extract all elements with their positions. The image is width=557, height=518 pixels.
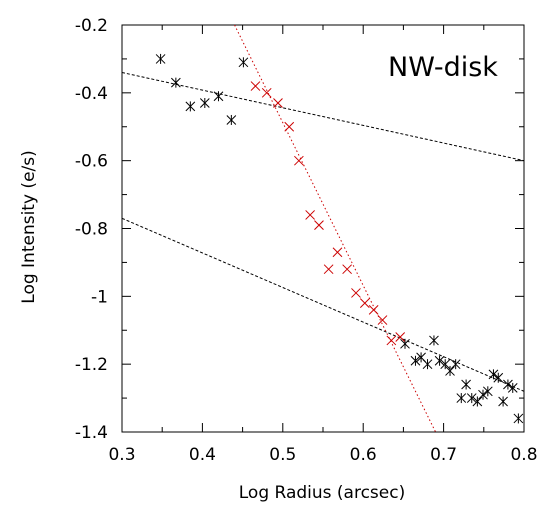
asterisk-marker <box>488 369 499 380</box>
y-tick-label: -0.4 <box>75 84 108 104</box>
x-tick-label: 0.6 <box>350 445 377 465</box>
marker-stroke <box>250 81 261 91</box>
asterisk-marker <box>478 389 488 400</box>
marker-stroke <box>261 87 272 98</box>
cross-marker <box>386 335 397 346</box>
marker-stroke <box>273 98 283 108</box>
data-markers <box>155 53 524 424</box>
cross-marker <box>332 247 343 258</box>
cross-marker <box>314 220 324 230</box>
y-tick-label: -1.2 <box>75 355 108 375</box>
marker-stroke <box>332 247 343 258</box>
cross-marker <box>305 210 315 220</box>
asterisk-marker <box>429 335 439 346</box>
fit-line <box>122 71 524 162</box>
cross-marker <box>368 305 379 315</box>
axis-ticks <box>121 24 525 433</box>
y-tick-label: -1.4 <box>75 423 108 443</box>
cross-marker <box>377 315 388 325</box>
asterisk-marker <box>155 53 166 64</box>
marker-stroke <box>359 298 370 308</box>
cross-marker <box>395 332 406 342</box>
asterisk-marker <box>410 355 421 366</box>
asterisk-marker <box>450 359 461 370</box>
marker-stroke <box>395 332 406 342</box>
asterisk-marker <box>493 372 504 383</box>
marker-stroke <box>342 264 352 275</box>
cross-marker <box>284 121 295 132</box>
marker-stroke <box>351 288 361 298</box>
asterisk-marker <box>466 393 477 404</box>
y-tick-label: -1 <box>91 287 108 307</box>
y-tick-label: -0.8 <box>75 220 108 240</box>
cross-marker <box>323 264 334 275</box>
x-axis-title: Log Radius (arcsec) <box>239 483 405 503</box>
asterisk-marker <box>461 379 471 390</box>
cross-marker <box>250 81 261 91</box>
cross-marker <box>351 288 361 298</box>
asterisk-marker <box>482 386 493 397</box>
cross-marker <box>261 87 272 98</box>
asterisk-marker <box>503 379 513 390</box>
asterisk-marker <box>199 98 210 109</box>
cross-marker <box>359 298 370 308</box>
asterisk-marker <box>472 396 483 407</box>
marker-stroke <box>368 305 379 315</box>
asterisk-marker <box>226 114 237 125</box>
x-tick-label: 0.7 <box>430 445 457 465</box>
panel-label: NW-disk <box>388 52 498 83</box>
asterisk-marker <box>238 57 249 68</box>
tick-labels: 0.3 0.4 0.5 0.6 0.7 0.8 -0.2 -0.4 -0.6 -0.8 -1 -1.2… <box>75 16 538 465</box>
marker-stroke <box>377 315 388 325</box>
asterisk-marker <box>171 77 181 88</box>
asterisk-marker <box>456 393 467 404</box>
x-tick-label: 0.4 <box>189 445 216 465</box>
asterisk-marker <box>498 396 508 407</box>
asterisk-marker <box>445 365 455 376</box>
cross-marker <box>294 155 304 166</box>
marker-stroke <box>305 210 315 220</box>
marker-stroke <box>294 155 304 166</box>
marker-stroke <box>386 335 397 346</box>
y-axis-title: Log Intensity (e/s) <box>19 150 39 303</box>
fit-line <box>234 25 437 432</box>
y-tick-label: -0.2 <box>75 16 108 36</box>
asterisk-marker <box>422 359 433 370</box>
asterisk-marker <box>400 338 410 349</box>
fit-lines <box>122 25 524 432</box>
marker-stroke <box>284 121 295 132</box>
asterisk-marker <box>513 413 524 424</box>
asterisk-marker <box>440 359 451 370</box>
asterisk-marker <box>507 382 518 393</box>
marker-stroke <box>314 220 324 230</box>
x-tick-label: 0.8 <box>510 445 537 465</box>
cross-marker <box>273 98 283 108</box>
asterisk-marker <box>213 91 224 102</box>
y-tick-label: -0.6 <box>75 152 108 172</box>
asterisk-marker <box>434 355 445 366</box>
fit-line <box>122 217 524 392</box>
x-tick-label: 0.3 <box>108 445 135 465</box>
x-tick-label: 0.5 <box>269 445 296 465</box>
marker-stroke <box>323 264 334 275</box>
asterisk-marker <box>185 101 196 112</box>
cross-marker <box>342 264 352 275</box>
